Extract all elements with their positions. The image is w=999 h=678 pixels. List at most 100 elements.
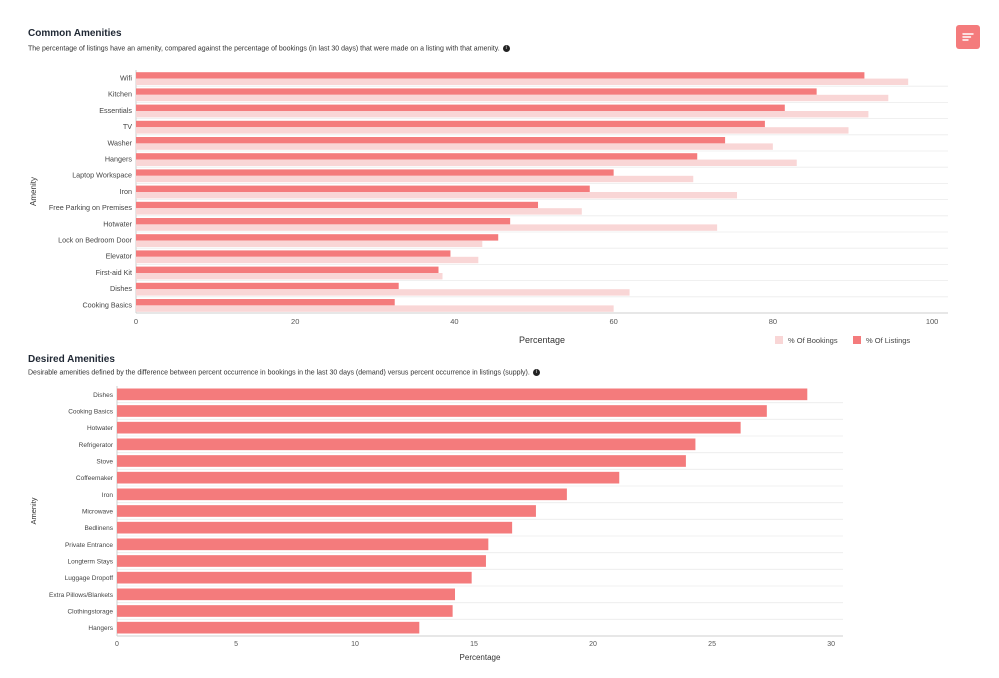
y-axis-title: Amenity: [29, 177, 38, 206]
x-axis-title: Percentage: [460, 653, 501, 662]
info-icon[interactable]: i: [532, 369, 540, 376]
bar-bookings-essentials[interactable]: [136, 111, 869, 118]
y-tick-label: Dishes: [110, 284, 132, 293]
bar-bookings-dishes[interactable]: [136, 289, 630, 296]
y-tick-label: Washer: [108, 138, 133, 147]
bar-refrigerator[interactable]: [117, 438, 696, 451]
bar-longterm-stays[interactable]: [117, 555, 486, 567]
legend-swatch-bookings: [775, 336, 783, 344]
desired-amenities-title: Desired Amenities: [28, 354, 115, 365]
y-tick-label: Private Entrance: [65, 542, 113, 549]
y-tick-label: Luggage Dropoff: [65, 575, 114, 582]
bar-listings-cooking-basics[interactable]: [136, 299, 395, 306]
y-tick-label: Hangers: [88, 625, 113, 632]
bar-listings-laptop-workspace[interactable]: [136, 169, 614, 176]
y-tick-label: Cooking Basics: [68, 409, 114, 416]
bar-clothingstorage[interactable]: [117, 605, 453, 617]
y-tick-label: Elevator: [106, 252, 133, 261]
x-tick-label: 15: [470, 641, 478, 648]
common-amenities-title: Common Amenities: [28, 28, 122, 39]
x-tick-label: 20: [291, 317, 299, 326]
bar-bookings-free-parking-on-premises[interactable]: [136, 208, 582, 215]
bar-iron[interactable]: [117, 488, 567, 501]
y-tick-label: Free Parking on Premises: [49, 203, 132, 212]
bar-cooking-basics[interactable]: [117, 405, 767, 417]
x-tick-label: 20: [589, 641, 597, 648]
y-tick-label: Microwave: [82, 509, 113, 516]
bar-stove[interactable]: [117, 455, 686, 467]
desired-amenities-subtitle-text: Desirable amenities defined by the diffe…: [28, 369, 530, 377]
y-tick-label: Clothingstorage: [67, 609, 113, 616]
y-tick-label: TV: [123, 122, 132, 131]
y-tick-label: Wifi: [120, 74, 132, 83]
bar-bookings-hangers[interactable]: [136, 159, 797, 166]
x-tick-label: 40: [450, 317, 458, 326]
y-axis-title: Amenity: [29, 497, 38, 524]
info-icon[interactable]: i: [502, 45, 510, 52]
y-tick-label: Kitchen: [108, 90, 132, 99]
bar-bookings-tv[interactable]: [136, 127, 849, 134]
bar-listings-kitchen[interactable]: [136, 88, 817, 95]
desired-amenities-subtitle: Desirable amenities defined by the diffe…: [28, 369, 540, 376]
bar-listings-washer[interactable]: [136, 137, 726, 144]
y-tick-label: Iron: [102, 492, 114, 499]
bar-listings-iron[interactable]: [136, 185, 590, 192]
bar-listings-wifi[interactable]: [136, 72, 865, 79]
bar-bookings-first-aid-kit[interactable]: [136, 273, 443, 280]
bar-bookings-hotwater[interactable]: [136, 224, 718, 231]
x-tick-label: 30: [827, 641, 835, 648]
x-tick-label: 60: [609, 317, 617, 326]
x-axis-title: Percentage: [519, 335, 565, 345]
bar-listings-hangers[interactable]: [136, 153, 698, 160]
bar-bookings-iron[interactable]: [136, 192, 738, 199]
bar-bedlinens[interactable]: [117, 521, 513, 534]
y-tick-label: Lock on Bedroom Door: [58, 236, 133, 245]
legend-label-listings[interactable]: % Of Listings: [866, 336, 910, 345]
y-tick-label: Bedlinens: [84, 525, 113, 532]
x-tick-label: 25: [708, 641, 716, 648]
bar-extra-pillows-blankets[interactable]: [117, 588, 456, 601]
common-amenities-chart: Wifi Kitchen Essentials TV Washer Hangers Lapt…: [29, 70, 948, 345]
bar-listings-free-parking-on-premises[interactable]: [136, 201, 539, 209]
bar-luggage-dropoff[interactable]: [117, 571, 472, 584]
common-amenities-subtitle-text: The percentage of listings have an ameni…: [28, 45, 500, 53]
y-tick-label: Longterm Stays: [67, 559, 113, 566]
y-tick-label: Refrigerator: [79, 442, 114, 449]
bar-bookings-wifi[interactable]: [136, 78, 909, 85]
y-tick-label: Dishes: [93, 392, 114, 399]
y-tick-label: Extra Pillows/Blankets: [49, 592, 114, 599]
y-tick-label: Hotwater: [87, 425, 114, 432]
bar-listings-dishes[interactable]: [136, 282, 399, 290]
bar-hangers[interactable]: [117, 621, 420, 634]
bar-listings-first-aid-kit[interactable]: [136, 266, 439, 273]
bar-listings-hotwater[interactable]: [136, 218, 511, 225]
y-tick-label: Stove: [96, 459, 113, 466]
bar-listings-tv[interactable]: [136, 120, 765, 128]
bar-dishes[interactable]: [117, 388, 808, 401]
y-tick-label: Coffeemaker: [76, 475, 114, 482]
bar-bookings-elevator[interactable]: [136, 256, 479, 264]
x-tick-label: 5: [234, 641, 238, 648]
bar-hotwater[interactable]: [117, 421, 741, 434]
x-tick-label: 100: [926, 317, 939, 326]
bar-private-entrance[interactable]: [117, 538, 489, 551]
common-amenities-subtitle: The percentage of listings have an ameni…: [28, 45, 510, 52]
bar-bookings-laptop-workspace[interactable]: [136, 175, 694, 183]
legend-swatch-listings: [853, 336, 861, 344]
bar-listings-essentials[interactable]: [136, 104, 785, 111]
bar-bookings-washer[interactable]: [136, 143, 773, 150]
bar-listings-lock-on-bedroom-door[interactable]: [136, 234, 499, 241]
bar-bookings-kitchen[interactable]: [136, 94, 889, 102]
x-tick-label: 10: [351, 641, 359, 648]
bar-bookings-lock-on-bedroom-door[interactable]: [136, 240, 483, 247]
y-tick-label: First-aid Kit: [96, 268, 132, 277]
y-tick-label: Essentials: [99, 106, 132, 115]
y-tick-label: Laptop Workspace: [72, 171, 132, 180]
bar-coffeemaker[interactable]: [117, 471, 620, 484]
filter-button[interactable]: [956, 25, 980, 49]
legend-label-bookings[interactable]: % Of Bookings: [788, 336, 838, 345]
bar-microwave[interactable]: [117, 505, 536, 517]
bar-bookings-cooking-basics[interactable]: [136, 305, 614, 312]
bar-listings-elevator[interactable]: [136, 250, 451, 257]
x-tick-label: 80: [769, 317, 777, 326]
